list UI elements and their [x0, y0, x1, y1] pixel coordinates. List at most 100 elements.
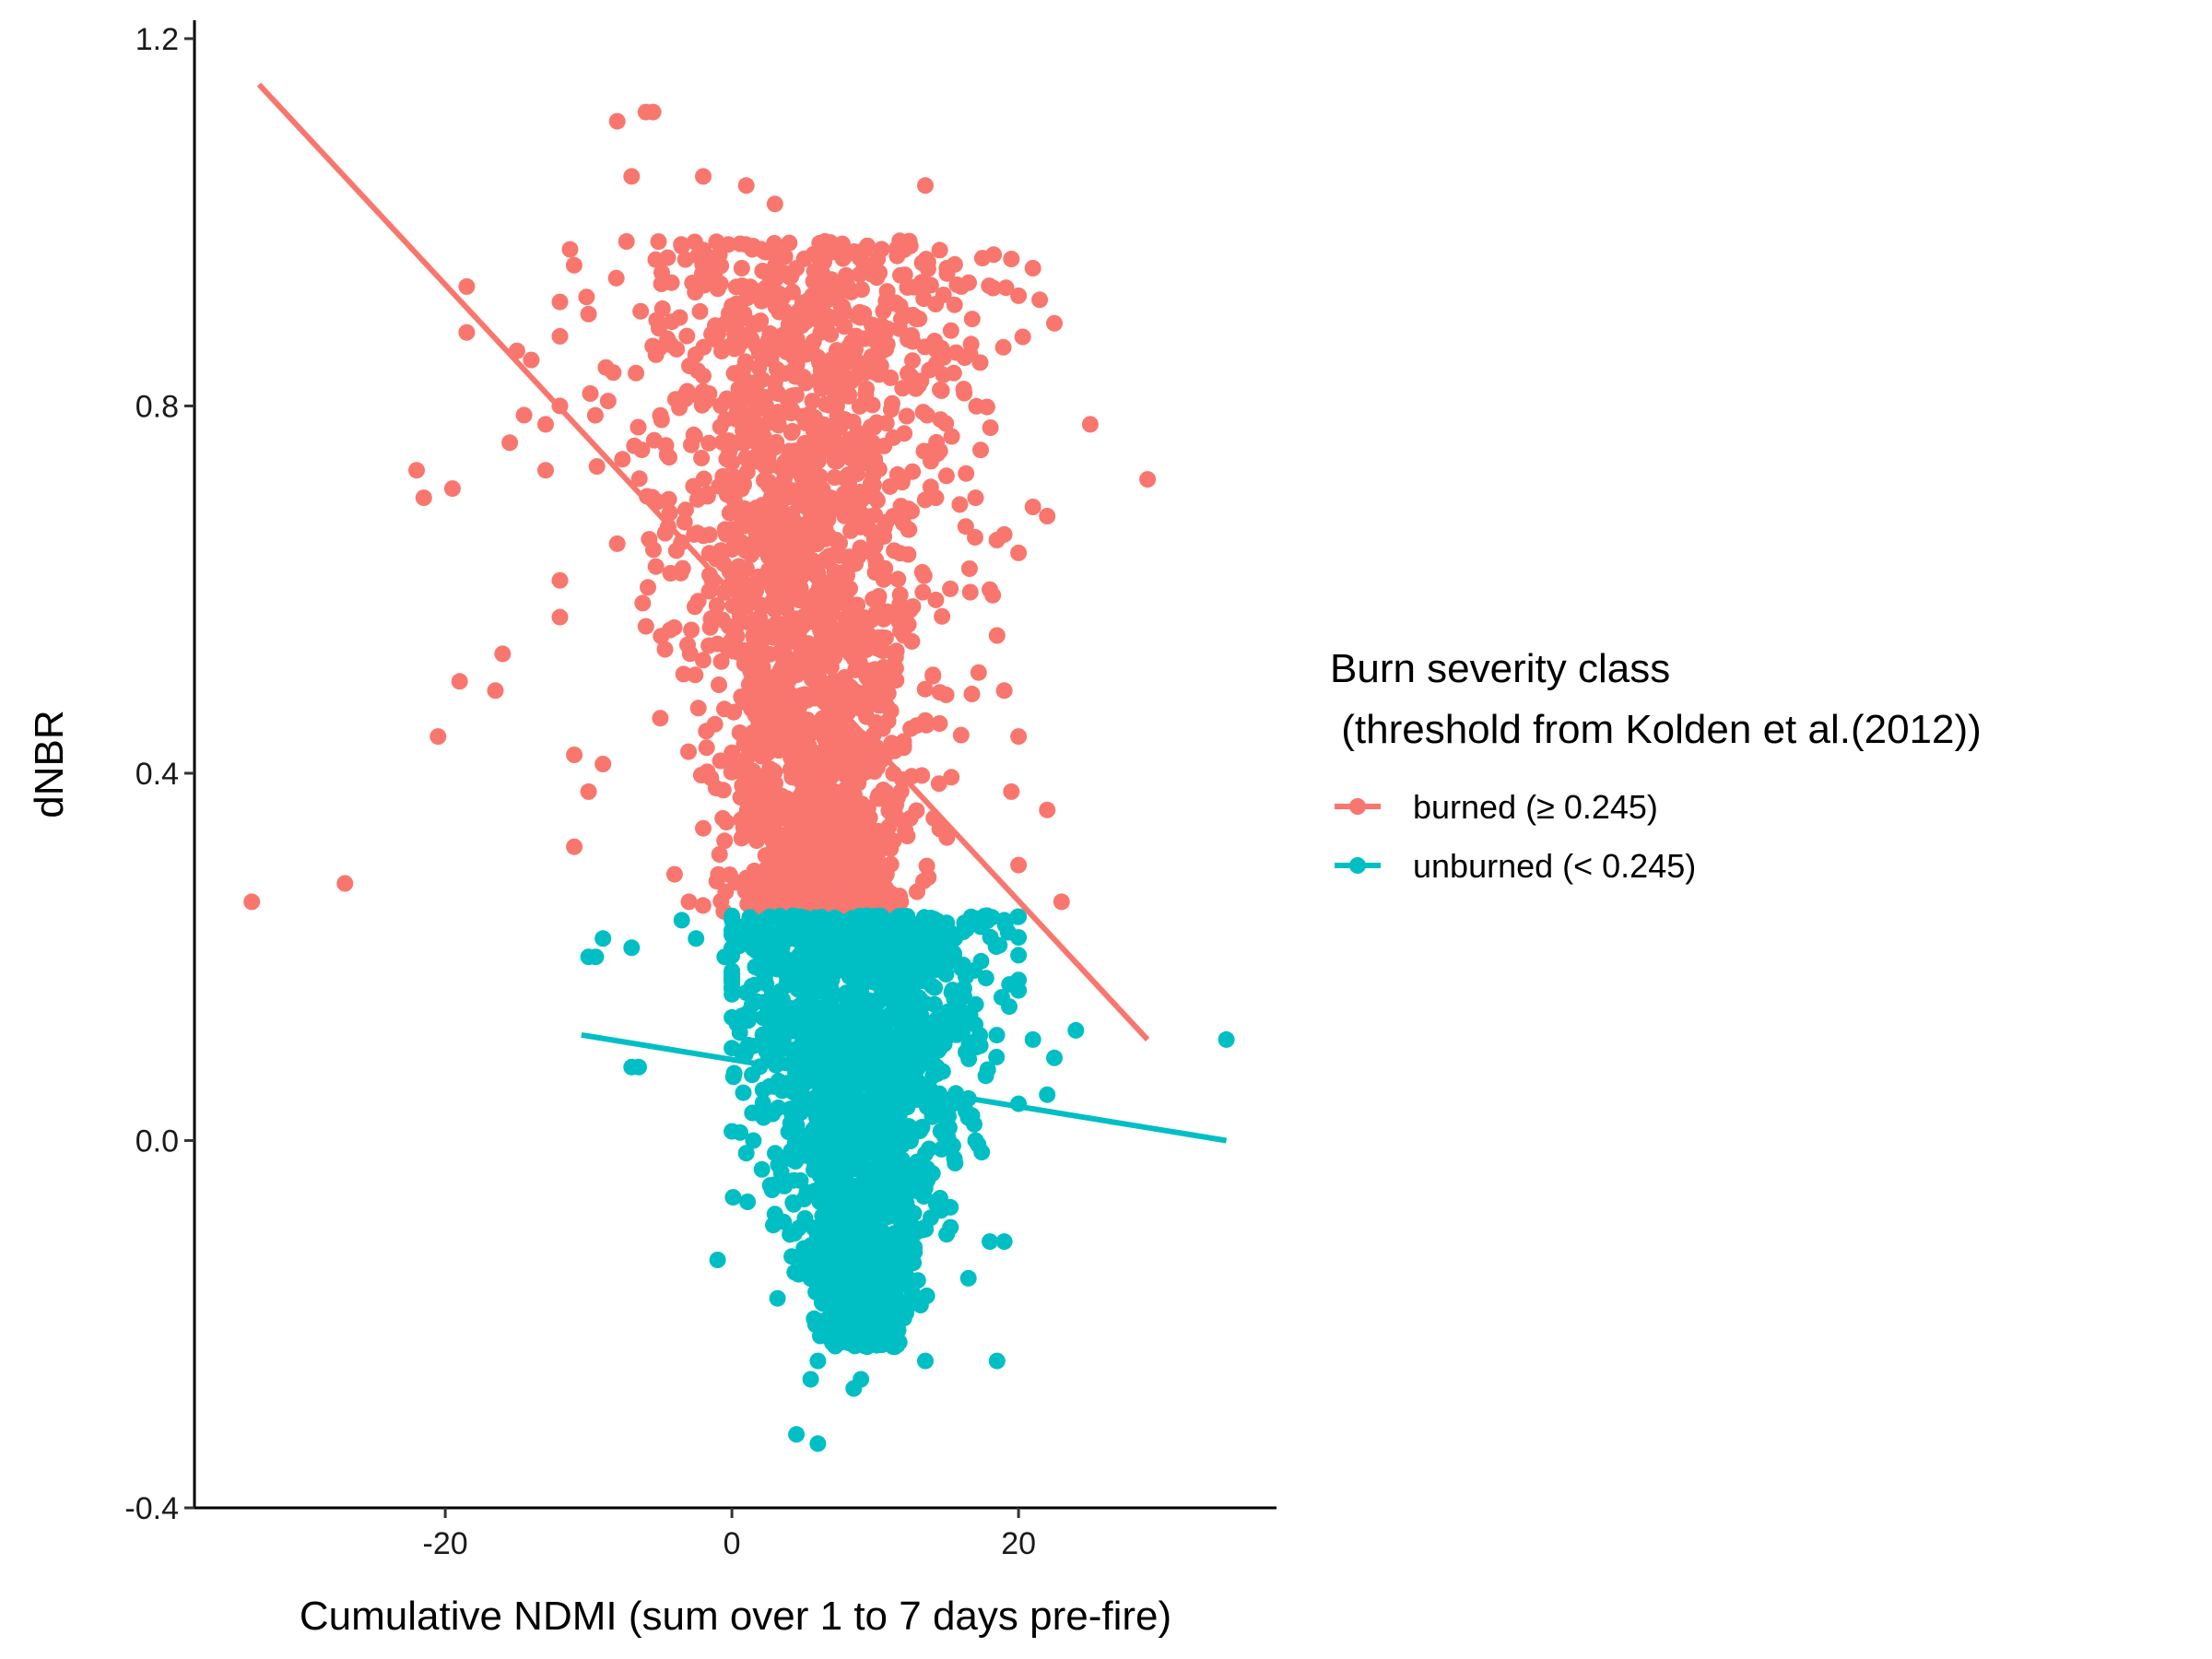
- burned-point: [744, 390, 760, 407]
- unburned-point: [803, 1044, 820, 1062]
- unburned-point: [971, 1037, 989, 1054]
- burned-point: [618, 233, 635, 250]
- unburned-point: [909, 1018, 926, 1035]
- legend-item-unburned: unburned (< 0.245): [1335, 847, 1696, 885]
- burned-point: [840, 387, 857, 405]
- burned-point: [747, 433, 764, 451]
- unburned-point: [821, 1204, 838, 1221]
- burned-point: [629, 418, 647, 436]
- unburned-point: [988, 1027, 1006, 1044]
- burned-point: [700, 582, 718, 600]
- burned-point: [899, 828, 916, 845]
- burned-point: [1010, 544, 1028, 561]
- unburned-point: [725, 1065, 743, 1082]
- burned-point: [874, 330, 891, 347]
- burned-point: [869, 251, 887, 267]
- unburned-point: [956, 988, 972, 1006]
- burned-point: [700, 637, 718, 654]
- y-tick-label: 0.4: [135, 757, 179, 792]
- unburned-point: [850, 1227, 867, 1244]
- burned-point: [958, 465, 975, 482]
- burned-point: [737, 327, 755, 345]
- burned-point: [1031, 291, 1049, 309]
- burned-point: [675, 665, 692, 683]
- burned-point: [841, 864, 857, 881]
- unburned-point: [1010, 947, 1028, 964]
- unburned-point: [856, 970, 874, 987]
- burned-point: [917, 177, 934, 194]
- burned-point: [458, 324, 476, 341]
- burned-point: [640, 579, 656, 596]
- burned-point: [782, 728, 799, 746]
- burned-point: [708, 233, 725, 251]
- burned-point: [869, 789, 887, 806]
- burned-point: [717, 411, 735, 429]
- burned-point: [695, 819, 712, 837]
- unburned-point: [758, 975, 775, 993]
- unburned-point: [917, 1352, 934, 1370]
- burned-point: [790, 576, 807, 594]
- burned-point: [896, 425, 913, 442]
- burned-point: [714, 782, 732, 799]
- burned-point: [961, 583, 979, 601]
- burned-point: [851, 438, 868, 455]
- unburned-point: [744, 1066, 760, 1084]
- unburned-point: [778, 975, 795, 993]
- burned-point: [764, 581, 782, 598]
- burned-point: [875, 302, 892, 320]
- burned-point: [726, 468, 744, 486]
- burned-point: [786, 546, 804, 563]
- burned-point: [995, 525, 1013, 543]
- burned-point: [908, 802, 925, 819]
- unburned-point: [824, 1334, 841, 1351]
- burned-point: [644, 103, 662, 121]
- burned-point: [849, 661, 866, 678]
- burned-point: [930, 775, 947, 793]
- burned-point: [712, 752, 729, 770]
- burned-point: [765, 797, 782, 815]
- burned-point: [679, 636, 696, 653]
- burned-point: [887, 660, 904, 677]
- burned-point: [889, 810, 906, 828]
- unburned-point: [953, 959, 971, 977]
- burned-point: [824, 241, 841, 259]
- unburned-point: [875, 1045, 892, 1063]
- legend-label-unburned: unburned (< 0.245): [1413, 847, 1696, 885]
- unburned-point: [805, 1219, 822, 1237]
- x-tick-label: -20: [423, 1526, 468, 1561]
- unburned-point: [917, 1145, 934, 1162]
- unburned-point: [1067, 1021, 1085, 1039]
- unburned-point: [838, 1088, 855, 1105]
- burned-point: [607, 269, 625, 287]
- y-tick-label: 1.2: [135, 22, 179, 57]
- burned-point: [702, 770, 720, 786]
- unburned-point: [929, 1042, 947, 1060]
- unburned-point: [594, 930, 612, 947]
- burned-point: [797, 647, 815, 665]
- burned-point: [632, 302, 650, 320]
- unburned-point: [982, 1233, 998, 1251]
- burned-point: [797, 789, 815, 806]
- burned-point: [891, 297, 909, 314]
- burned-point: [712, 542, 730, 559]
- unburned-point: [928, 1192, 946, 1209]
- burned-point: [931, 442, 948, 460]
- burned-point: [796, 612, 814, 629]
- burned-point: [676, 513, 693, 531]
- burned-point: [960, 560, 978, 577]
- burned-point: [791, 530, 808, 547]
- burned-point: [645, 431, 663, 449]
- burned-point: [683, 621, 700, 639]
- unburned-point: [1039, 1086, 1056, 1103]
- unburned-point: [800, 1134, 818, 1151]
- unburned-point: [815, 1320, 832, 1337]
- burned-point: [614, 451, 631, 468]
- burned-point: [942, 580, 959, 597]
- burned-point: [813, 379, 830, 396]
- burned-point: [982, 419, 999, 436]
- burned-point: [594, 756, 612, 772]
- burned-point: [753, 746, 771, 763]
- burned-point: [794, 456, 812, 474]
- y-axis-ticks: -0.4 0.0 0.4 0.8 1.2: [124, 22, 194, 1526]
- unburned-point: [673, 912, 690, 929]
